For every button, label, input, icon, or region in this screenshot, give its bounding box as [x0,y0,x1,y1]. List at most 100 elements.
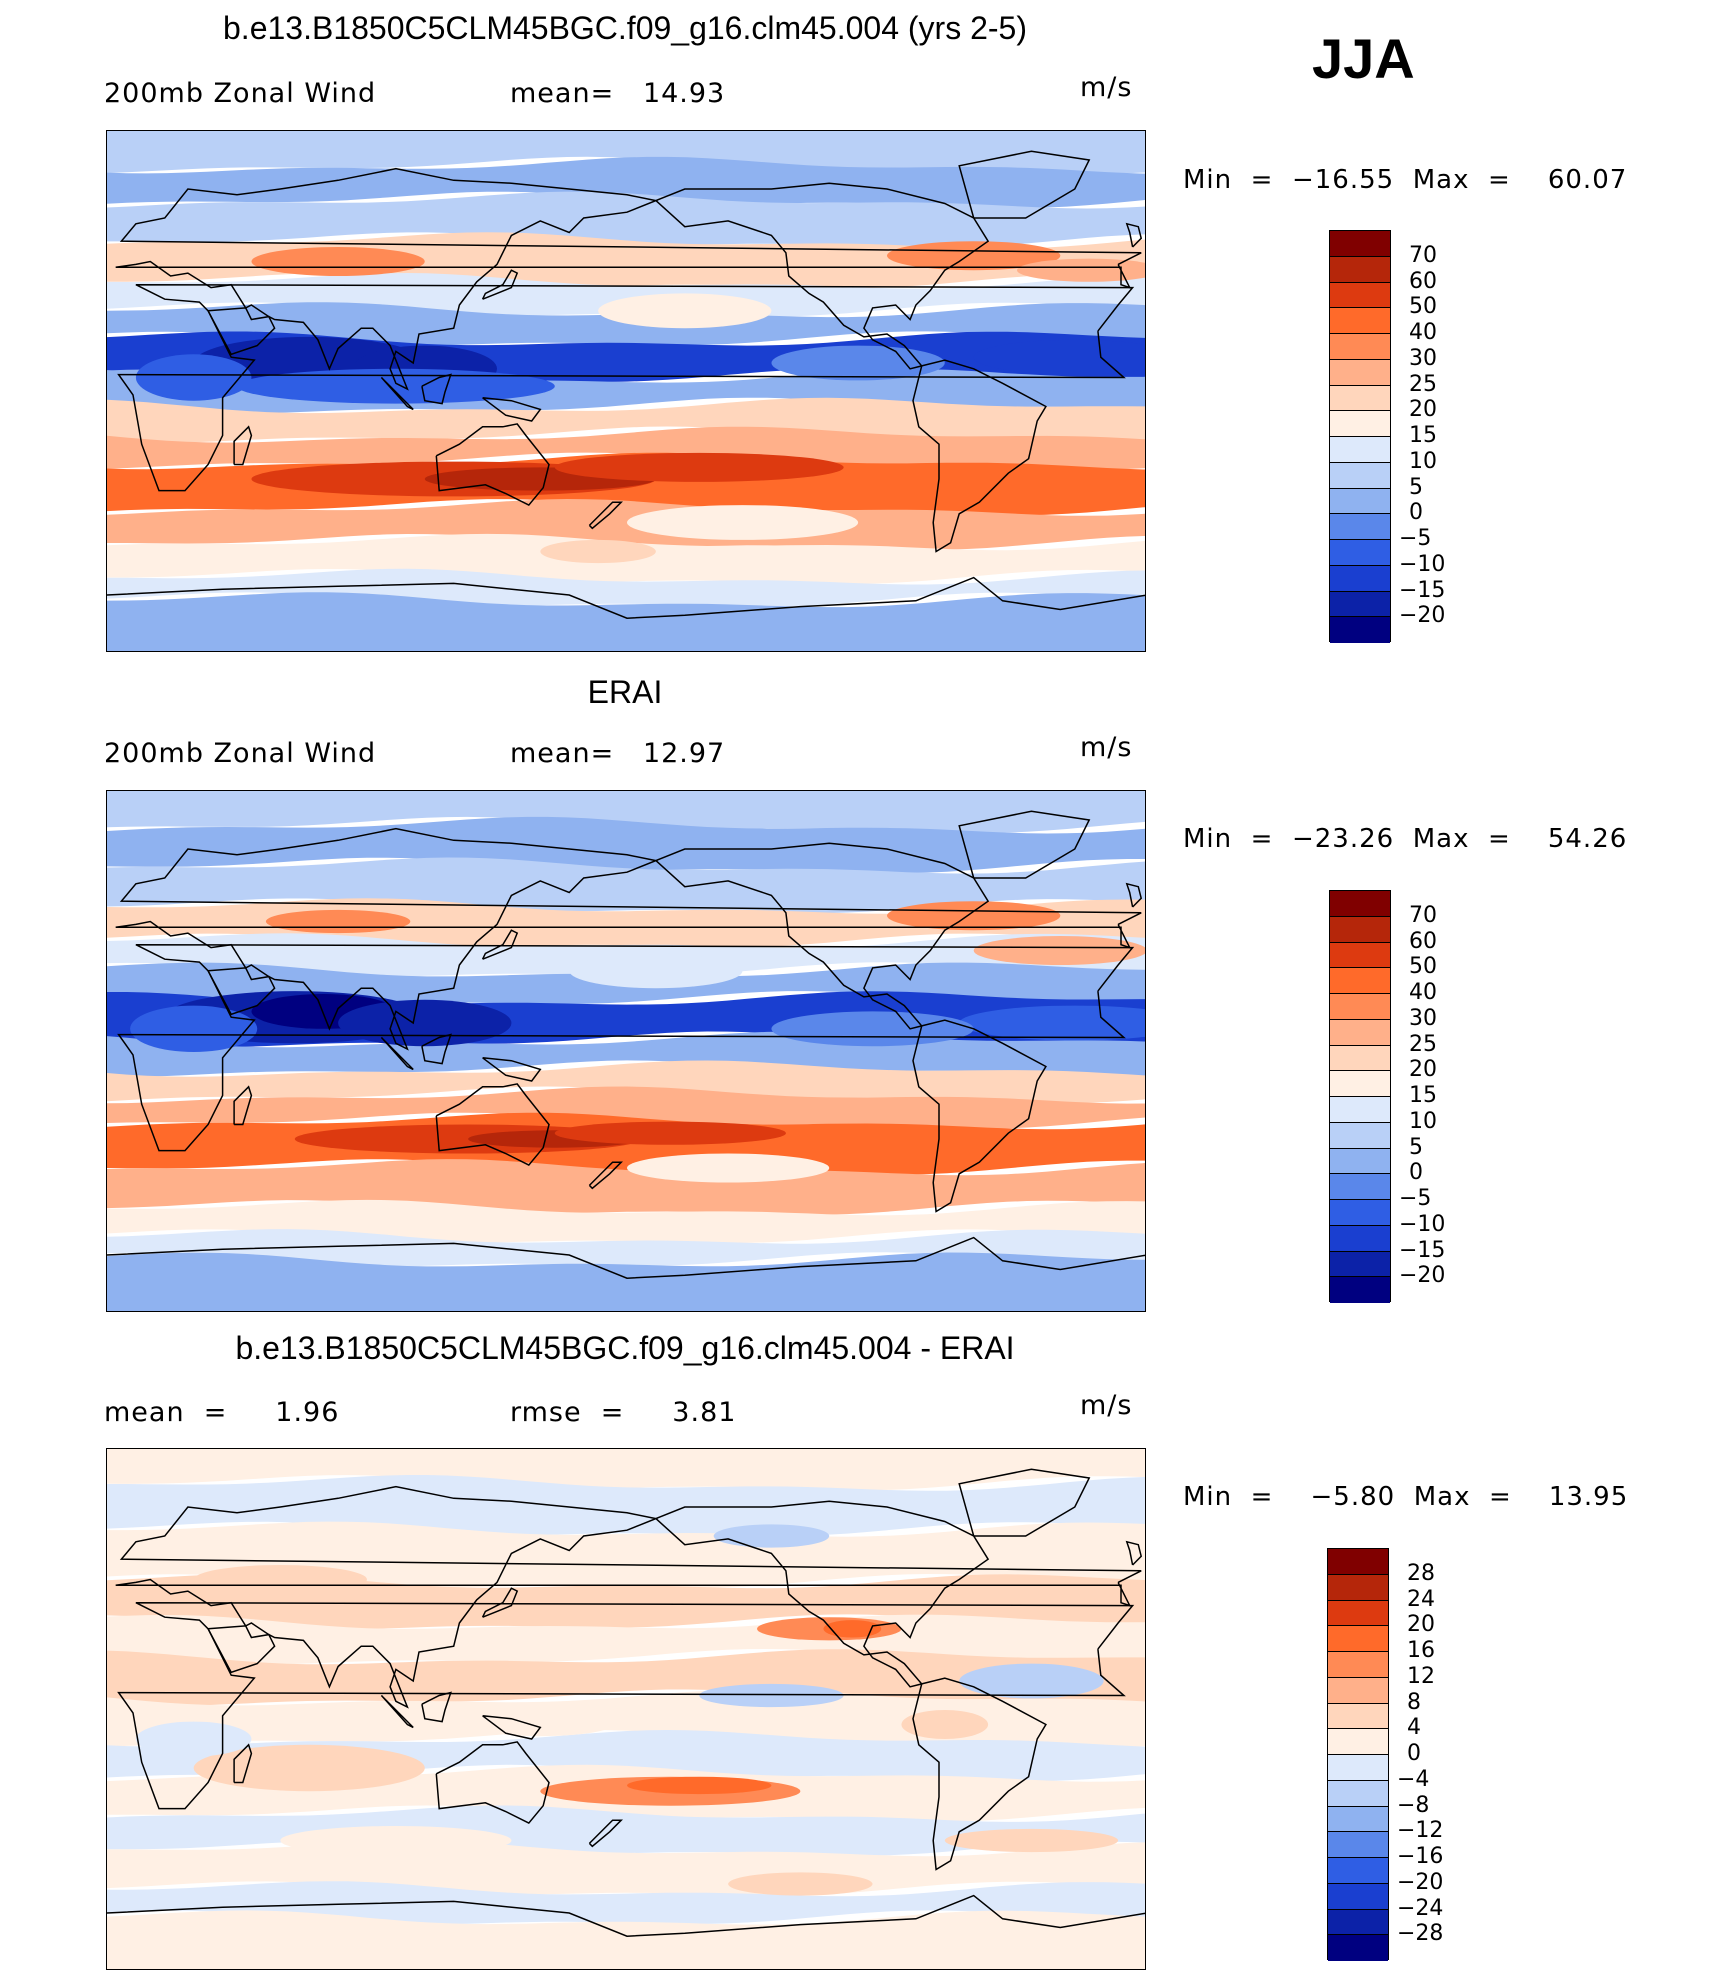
coastline [115,167,1142,391]
contour-blob [130,1005,258,1052]
colorbar-swatch [1330,1019,1390,1046]
contour-map [107,1449,1145,1969]
colorbar-swatch [1330,359,1390,386]
panel-3-map [106,1448,1146,1970]
panel-1-title: b.e13.B1850C5CLM45BGC.f09_g16.clm45.004 … [223,10,1027,46]
coastline [655,842,990,1030]
contour-band [107,1252,1145,1311]
contour-blob [771,345,945,381]
colorbar-tick-label: −4 [1397,1766,1430,1792]
colorbar-tick-label: 50 [1409,954,1437,980]
colorbar-swatch [1330,1097,1390,1123]
coastline [115,1485,1142,1709]
colorbar-tick-label: 70 [1409,902,1437,928]
coastline [588,501,623,530]
panel-3-colorbar [1327,1548,1389,1961]
contour-blob [627,1776,772,1795]
contour-blob [569,953,743,989]
colorbar-tick-label: 25 [1409,1031,1437,1057]
colorbar-swatch [1330,1225,1390,1252]
coastline [481,929,519,960]
colorbar-swatch [1330,231,1390,257]
colorbar-swatch [1328,1832,1388,1858]
panel-3-minmax: Min = −5.80 Max = 13.95 [1183,1482,1629,1512]
colorbar-swatch [1330,514,1390,540]
coastline [207,967,276,1016]
contour-band [107,1574,1145,1630]
colorbar-tick-label: 10 [1409,1108,1437,1134]
colorbar-swatch [1328,1549,1388,1575]
coastline [958,810,1091,879]
coastline [233,1085,253,1126]
panel-2-title: ERAI [587,674,663,710]
contour-band [107,1881,1145,1925]
colorbar-swatch [1330,385,1390,412]
contour-map [107,131,1145,651]
colorbar-swatch [1330,256,1390,283]
colorbar-swatch [1328,1703,1388,1730]
colorbar-swatch [1328,1626,1388,1652]
contour-band [107,397,1145,444]
contour-blob [540,539,656,564]
contour-blob [135,1721,252,1757]
panel-2-variable-label: 200mb Zonal Wind [104,738,377,769]
coastline [380,376,414,411]
coastline [912,1677,1047,1871]
panel-3-title: b.e13.B1850C5CLM45BGC.f09_g16.clm45.004 … [235,1330,1015,1366]
colorbar-tick-label: 15 [1409,423,1437,448]
colorbar-swatch [1328,1806,1388,1833]
contour-blob [265,909,411,934]
coastline [115,827,1142,1051]
contour-band [107,1910,1145,1969]
colorbar-tick-label: −8 [1397,1792,1430,1818]
colorbar-tick-label: 10 [1409,448,1437,474]
coastline [421,1033,452,1065]
colorbar-swatch [1330,437,1390,463]
colorbar-swatch [1330,334,1390,360]
colorbar-tick-label: −5 [1399,1186,1432,1211]
contour-band [107,1199,1145,1244]
contour-blob [135,354,252,401]
coastline [421,1691,452,1723]
coastline [117,283,1135,492]
colorbar-tick-label: 70 [1409,242,1437,268]
colorbar-tick-label: 40 [1409,980,1437,1005]
colorbar-tick-label: 5 [1409,1134,1423,1160]
coastline [958,150,1091,219]
contour-blob [713,1524,830,1548]
colorbar-swatch [1330,1277,1390,1303]
colorbar-tick-label: −20 [1399,1263,1446,1289]
colorbar-swatch [1330,565,1390,592]
panel-2-units: m/s [1080,732,1133,763]
contour-blob [338,999,512,1047]
contour-blob [1017,258,1145,282]
contour-blob [554,1121,786,1145]
coastline [107,1894,1145,1937]
colorbar-tick-label: 30 [1409,1005,1437,1031]
panel-3-mean-label: mean = 1.96 [104,1397,340,1428]
colorbar-swatch [1330,540,1390,566]
colorbar-swatch [1330,1122,1390,1149]
contour-band [107,791,1145,833]
contour-blob [251,247,425,276]
panel-1-mean-label: mean= 14.93 [510,78,726,109]
coastline [482,1057,542,1082]
colorbar-tick-label: 0 [1409,500,1423,526]
colorbar-tick-label: −10 [1399,551,1446,577]
colorbar-swatch [1330,1251,1390,1278]
colorbar-tick-label: 50 [1409,294,1437,320]
coastline [958,1468,1091,1537]
colorbar-swatch [1328,1600,1388,1627]
colorbar-tick-label: 60 [1409,928,1437,954]
coastline [207,1625,276,1674]
contour-band [107,426,1145,470]
coastline [207,307,276,356]
colorbar-swatch [1330,916,1390,943]
colorbar-tick-label: −15 [1399,577,1446,603]
contour-blob [771,1011,974,1047]
colorbar-swatch [1330,1045,1390,1072]
contour-blob [627,1153,830,1183]
colorbar-swatch [1328,1677,1388,1704]
coastline [655,1500,990,1688]
colorbar-swatch [1328,1858,1388,1884]
